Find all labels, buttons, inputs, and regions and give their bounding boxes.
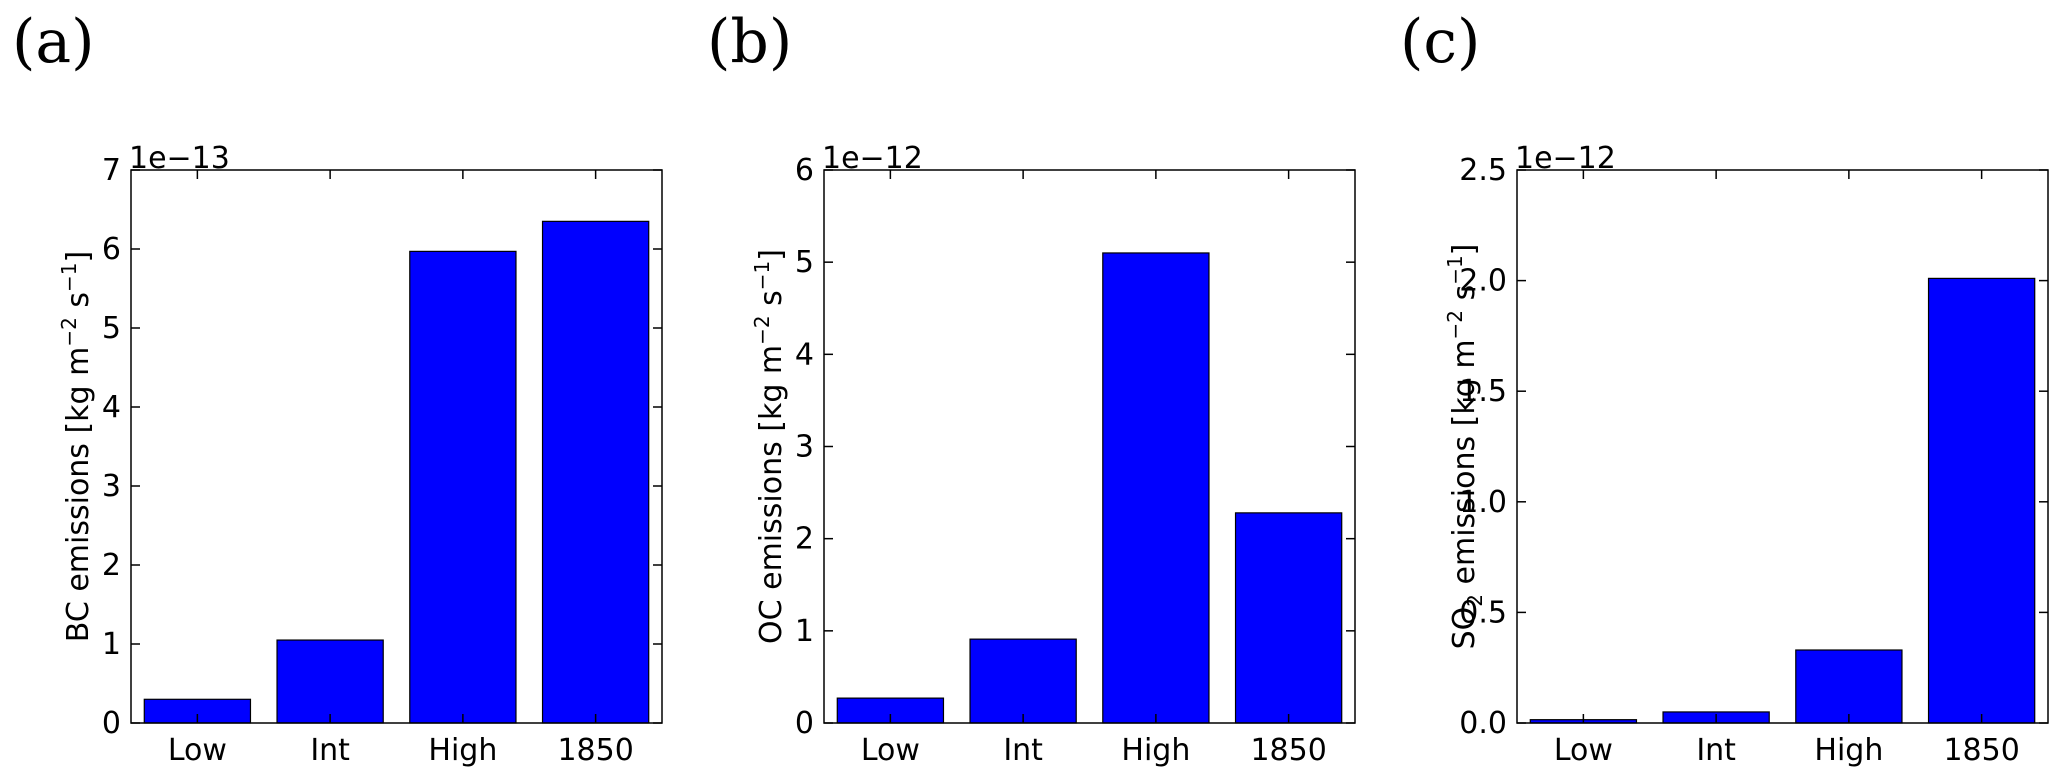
y-tick-label: 1.0	[1459, 485, 1507, 520]
y-tick-label: 3	[795, 430, 814, 465]
y-axis-label-part: emissions [kg m	[61, 347, 96, 602]
plot-frame	[130, 169, 663, 724]
chart-panel-1: (a) 0 1 2 3 4 5 6 7 Low Int High 1850 1e−13 BC emissio…	[12, 7, 663, 768]
plot-frame	[1516, 169, 2049, 724]
y-axis-label-part: −2	[1443, 310, 1467, 339]
x-tick-label-low: Low	[168, 733, 227, 768]
y-tick-label: 1	[102, 627, 121, 662]
y-tick-label: 4	[102, 390, 121, 425]
y-axis-label-part: SO	[1447, 607, 1482, 650]
y-axis-label-part: BC	[61, 601, 96, 642]
y-tick-label: 2.5	[1459, 153, 1507, 188]
x-tick-label-high: High	[1814, 733, 1883, 768]
y-axis-label-part: −1	[750, 261, 774, 290]
y-tick-label: 2	[102, 548, 121, 583]
bar-1850	[541, 220, 650, 724]
y-tick-label: 2.0	[1459, 264, 1507, 299]
y-axis-label-part: −2	[57, 317, 81, 346]
chart-panel-2: (b) 0 1 2 3 4 5 6 Low Int High 1850 1e−12 OC emission…	[707, 7, 1356, 768]
y-axis-label-part: s	[61, 292, 96, 317]
y-tick-label: 2	[795, 522, 814, 557]
y-axis-label-part: −2	[750, 315, 774, 344]
y-tick-label: 1	[795, 614, 814, 649]
y-axis-label-part: emissions [kg m	[1447, 339, 1482, 594]
x-tick-label-high: High	[428, 733, 497, 768]
scale-factor-label: 1e−12	[822, 141, 923, 176]
scale-factor-label: 1e−13	[129, 141, 230, 176]
y-axis-label-part: s	[1447, 285, 1482, 310]
y-tick-label: 6	[795, 153, 814, 188]
y-tick-label: 0	[795, 706, 814, 741]
bar-1850	[1927, 277, 2036, 724]
y-tick-label: 0.0	[1459, 706, 1507, 741]
x-tick-label-high: High	[1121, 733, 1190, 768]
bar-1850	[1234, 512, 1343, 724]
y-axis-label-part: emissions [kg m	[754, 345, 789, 600]
bar-high	[1795, 649, 1903, 724]
y-tick-label: 3	[102, 469, 121, 504]
y-tick-label: 0.5	[1459, 595, 1507, 630]
x-tick-label-1850: 1850	[1250, 733, 1326, 768]
y-axis-label-part: ]	[1447, 244, 1482, 256]
x-tick-label-int: Int	[1696, 733, 1736, 768]
x-tick-label-low: Low	[1554, 733, 1613, 768]
y-axis-label: OC emissions [kg m−2 s−1]	[750, 249, 789, 644]
panel-label: (a)	[12, 7, 95, 77]
y-axis-label-part: 2	[1463, 594, 1487, 607]
y-tick-label: 7	[102, 153, 121, 188]
y-axis-label-part: s	[754, 290, 789, 315]
y-tick-label: 5	[795, 245, 814, 280]
y-axis-label: BC emissions [kg m−2 s−1]	[57, 251, 96, 642]
y-axis-label: SO2 emissions [kg m−2 s−1]	[1443, 244, 1487, 650]
bar-high	[1102, 252, 1210, 724]
scale-factor-label: 1e−12	[1515, 141, 1616, 176]
y-axis-label-part: −1	[1443, 255, 1467, 284]
x-tick-label-1850: 1850	[557, 733, 633, 768]
panel-label: (b)	[707, 7, 792, 77]
y-axis-label-part: OC	[754, 599, 789, 644]
x-tick-label-low: Low	[861, 733, 920, 768]
y-tick-label: 6	[102, 232, 121, 267]
chart-panel-3: (c) 0.0 0.5 1.0 1.5 2.0 2.5 Low Int High 1850 1e−12…	[1400, 7, 2049, 768]
y-axis-label-part: −1	[57, 263, 81, 292]
y-axis-label-part: ]	[61, 251, 96, 263]
y-tick-label: 0	[102, 706, 121, 741]
y-tick-label: 5	[102, 311, 121, 346]
bar-int	[276, 639, 384, 724]
y-axis-label-part: ]	[754, 249, 789, 261]
x-tick-label-1850: 1850	[1943, 733, 2019, 768]
x-tick-label-int: Int	[1003, 733, 1043, 768]
bar-high	[409, 250, 517, 724]
y-tick-label: 1.5	[1459, 374, 1507, 409]
bar-int	[969, 638, 1077, 724]
x-tick-label-int: Int	[310, 733, 350, 768]
y-tick-label: 4	[795, 337, 814, 372]
panel-label: (c)	[1400, 7, 1480, 77]
